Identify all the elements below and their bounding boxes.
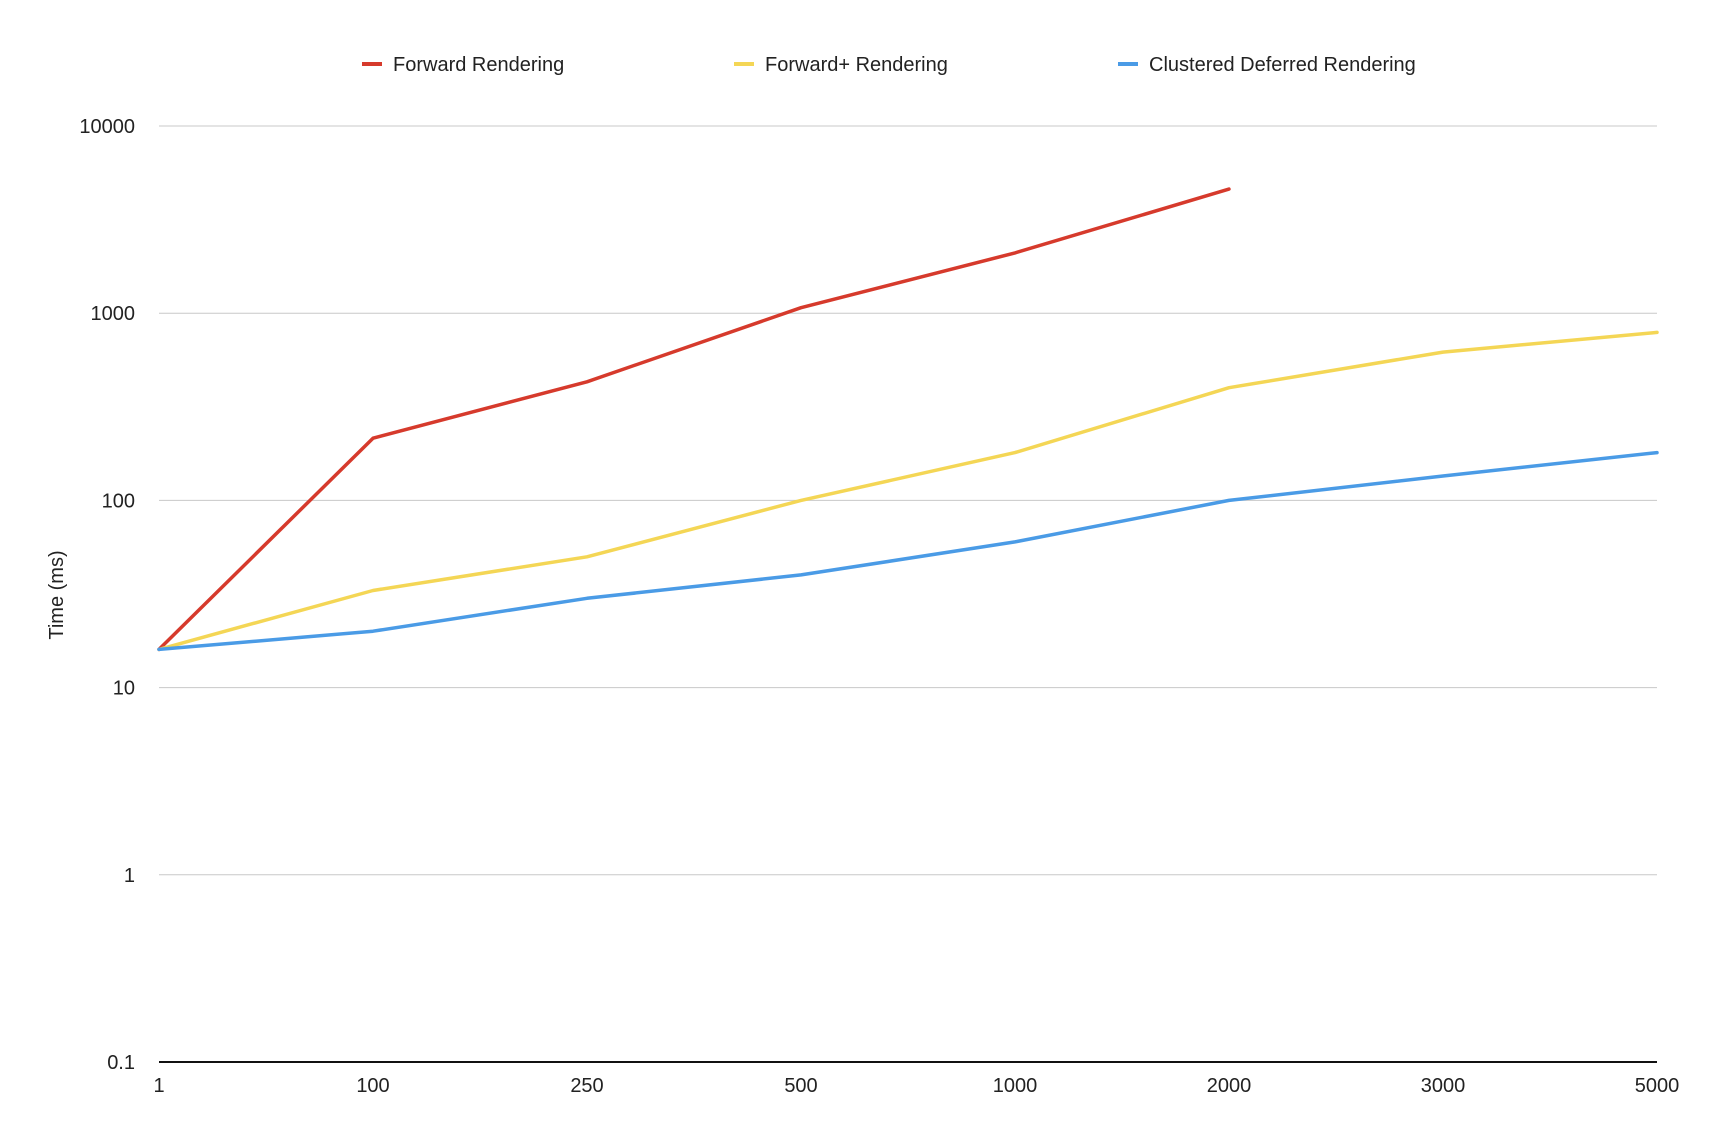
- x-tick-label: 1: [153, 1075, 164, 1097]
- gridlines: [159, 125, 1657, 876]
- x-tick-label: 3000: [1421, 1075, 1466, 1097]
- series-line-2: [157, 330, 1659, 652]
- x-tick-label: 250: [570, 1075, 603, 1097]
- y-tick-label: 10: [113, 678, 135, 700]
- y-axis-tick-labels: 0.1 1 10 100 1000 10000: [79, 116, 135, 1074]
- x-tick-label: 2000: [1207, 1075, 1252, 1097]
- legend-label: Forward Rendering: [393, 54, 564, 76]
- legend-item: Forward+ Rendering: [734, 54, 948, 76]
- series-line-1: [157, 187, 1231, 652]
- y-tick-label: 10000: [79, 116, 135, 138]
- legend: Forward Rendering Forward+ Rendering Clust…: [362, 54, 1416, 76]
- series-lines: [157, 187, 1659, 652]
- legend-label: Clustered Deferred Rendering: [1149, 54, 1416, 76]
- y-tick-label: 0.1: [107, 1052, 135, 1074]
- y-tick-label: 1: [124, 865, 135, 887]
- legend-item: Forward Rendering: [362, 54, 564, 76]
- legend-item: Clustered Deferred Rendering: [1118, 54, 1416, 76]
- y-axis-title: Time (ms): [46, 550, 68, 639]
- x-axis-tick-labels: 1 100 250 500 1000 2000 3000 5000: [153, 1075, 1679, 1097]
- x-tick-label: 1000: [993, 1075, 1038, 1097]
- x-tick-label: 100: [356, 1075, 389, 1097]
- legend-label: Forward+ Rendering: [765, 54, 948, 76]
- y-tick-label: 100: [102, 490, 135, 512]
- x-tick-label: 5000: [1635, 1075, 1680, 1097]
- x-tick-label: 500: [784, 1075, 817, 1097]
- y-tick-label: 1000: [91, 303, 136, 325]
- series-line-3: [157, 450, 1659, 652]
